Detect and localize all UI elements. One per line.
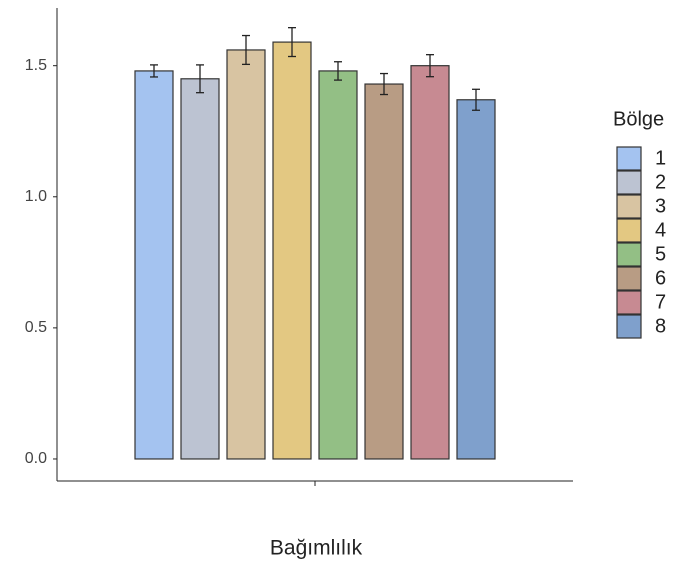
- legend-label: 8: [655, 315, 666, 337]
- bar: [134, 70, 174, 460]
- legend-swatch: [616, 242, 642, 267]
- legend-swatch: [616, 146, 642, 171]
- legend-swatch: [616, 290, 642, 315]
- bar: [364, 83, 404, 460]
- legend-swatch: [616, 266, 642, 291]
- legend-label: 3: [655, 195, 666, 217]
- bar: [318, 70, 358, 460]
- y-tick-label: 1.5: [25, 57, 47, 74]
- bar: [456, 99, 496, 460]
- y-tick-label: 1.0: [25, 188, 47, 205]
- x-axis-label: Bağımlılık: [270, 537, 363, 560]
- legend-label: 6: [655, 267, 666, 289]
- bar: [272, 41, 312, 460]
- legend-label: 7: [655, 291, 666, 313]
- bar: [180, 78, 220, 460]
- y-tick-label: 0.0: [25, 450, 47, 467]
- legend-label: 4: [655, 219, 666, 241]
- legend-label: 5: [655, 243, 666, 265]
- y-tick-label: 0.5: [25, 319, 47, 336]
- bar: [226, 49, 266, 460]
- bar: [410, 65, 450, 460]
- legend-label: 2: [655, 171, 666, 193]
- legend-swatch: [616, 170, 642, 195]
- legend-label: 1: [655, 147, 666, 169]
- legend-title: Bölge: [613, 108, 664, 130]
- legend-swatch: [616, 194, 642, 219]
- legend-swatch: [616, 314, 642, 339]
- legend-swatch: [616, 218, 642, 243]
